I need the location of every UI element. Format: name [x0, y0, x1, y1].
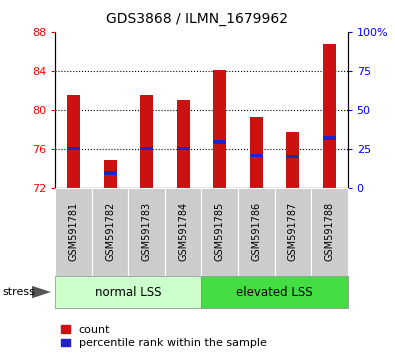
Text: GSM591788: GSM591788	[324, 202, 334, 262]
Text: GSM591782: GSM591782	[105, 202, 115, 262]
Bar	[250, 154, 263, 157]
Bar	[250, 116, 263, 188]
Bar	[104, 160, 117, 188]
Polygon shape	[32, 286, 51, 298]
Bar	[213, 140, 226, 144]
Bar	[323, 136, 336, 140]
Text: normal LSS: normal LSS	[95, 286, 162, 298]
Legend: count, percentile rank within the sample: count, percentile rank within the sample	[61, 325, 267, 348]
Bar	[67, 147, 80, 150]
Text: GSM591783: GSM591783	[142, 202, 152, 262]
Bar	[140, 95, 153, 188]
Text: GSM591785: GSM591785	[215, 202, 225, 262]
Text: GSM591781: GSM591781	[69, 202, 79, 262]
Text: elevated LSS: elevated LSS	[236, 286, 313, 298]
Bar	[286, 132, 299, 188]
Bar	[286, 155, 299, 158]
Text: GSM591787: GSM591787	[288, 202, 298, 262]
Bar	[177, 147, 190, 150]
Bar	[104, 171, 117, 175]
Bar	[177, 100, 190, 188]
Bar	[323, 44, 336, 188]
Text: stress: stress	[2, 287, 35, 297]
Text: GSM591784: GSM591784	[178, 202, 188, 262]
Bar	[213, 70, 226, 188]
Text: GDS3868 / ILMN_1679962: GDS3868 / ILMN_1679962	[107, 12, 288, 27]
Bar	[140, 147, 153, 150]
Bar	[67, 95, 80, 188]
Text: GSM591786: GSM591786	[251, 202, 261, 262]
